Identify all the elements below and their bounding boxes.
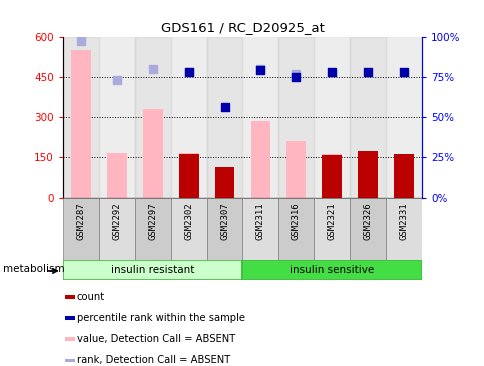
Text: insulin resistant: insulin resistant xyxy=(111,265,194,275)
Point xyxy=(399,69,407,75)
Text: value, Detection Call = ABSENT: value, Detection Call = ABSENT xyxy=(76,334,234,344)
Bar xyxy=(349,37,385,198)
Bar xyxy=(322,154,341,198)
Bar xyxy=(107,153,126,198)
Point xyxy=(184,69,192,75)
Title: GDS161 / RC_D20925_at: GDS161 / RC_D20925_at xyxy=(160,21,324,34)
Bar xyxy=(242,260,421,280)
Bar xyxy=(179,153,198,198)
Text: GSM2302: GSM2302 xyxy=(184,203,193,240)
Text: GSM2297: GSM2297 xyxy=(148,203,157,240)
Text: GSM2287: GSM2287 xyxy=(76,203,85,240)
Bar xyxy=(286,141,305,198)
Bar xyxy=(278,37,314,198)
Bar xyxy=(135,37,170,198)
Bar xyxy=(179,154,198,198)
Bar xyxy=(64,295,75,299)
Text: rank, Detection Call = ABSENT: rank, Detection Call = ABSENT xyxy=(76,355,229,365)
Bar xyxy=(358,151,377,198)
Text: GSM2321: GSM2321 xyxy=(327,203,336,240)
Bar xyxy=(71,50,91,198)
Bar xyxy=(250,121,270,198)
Bar xyxy=(99,37,135,198)
Text: GSM2307: GSM2307 xyxy=(220,203,228,240)
Bar xyxy=(385,37,421,198)
Bar xyxy=(143,109,162,198)
Text: percentile rank within the sample: percentile rank within the sample xyxy=(76,313,244,323)
Bar xyxy=(314,37,349,198)
Text: GSM2331: GSM2331 xyxy=(399,203,408,240)
Bar xyxy=(63,260,242,280)
Text: GSM2292: GSM2292 xyxy=(112,203,121,240)
Point xyxy=(328,69,335,75)
Bar xyxy=(170,198,206,260)
Bar xyxy=(385,198,421,260)
Bar xyxy=(278,198,314,260)
Point xyxy=(292,71,300,76)
Bar xyxy=(206,198,242,260)
Bar xyxy=(99,198,135,260)
Point xyxy=(77,38,85,44)
Bar xyxy=(63,37,99,198)
Bar xyxy=(214,167,234,198)
Point xyxy=(363,69,371,75)
Bar xyxy=(170,37,206,198)
Bar xyxy=(242,37,278,198)
Text: GSM2316: GSM2316 xyxy=(291,203,300,240)
Bar xyxy=(242,198,278,260)
Text: count: count xyxy=(76,292,105,302)
Bar xyxy=(393,154,413,198)
Point xyxy=(292,74,300,80)
Point xyxy=(220,105,228,111)
Bar xyxy=(322,155,341,198)
Text: metabolism: metabolism xyxy=(3,264,65,274)
Bar xyxy=(358,151,377,198)
Text: insulin sensitive: insulin sensitive xyxy=(289,265,374,275)
Bar xyxy=(314,198,349,260)
Bar xyxy=(63,198,99,260)
Bar xyxy=(64,359,75,362)
Text: GSM2311: GSM2311 xyxy=(256,203,264,240)
Point xyxy=(256,67,264,73)
Bar xyxy=(64,337,75,341)
Bar xyxy=(349,198,385,260)
Point xyxy=(113,77,121,83)
Point xyxy=(149,66,156,72)
Bar xyxy=(206,37,242,198)
Point xyxy=(184,69,192,75)
Point xyxy=(256,66,264,72)
Bar xyxy=(64,316,75,320)
Bar xyxy=(135,198,170,260)
Bar xyxy=(393,154,413,198)
Text: GSM2326: GSM2326 xyxy=(363,203,372,240)
